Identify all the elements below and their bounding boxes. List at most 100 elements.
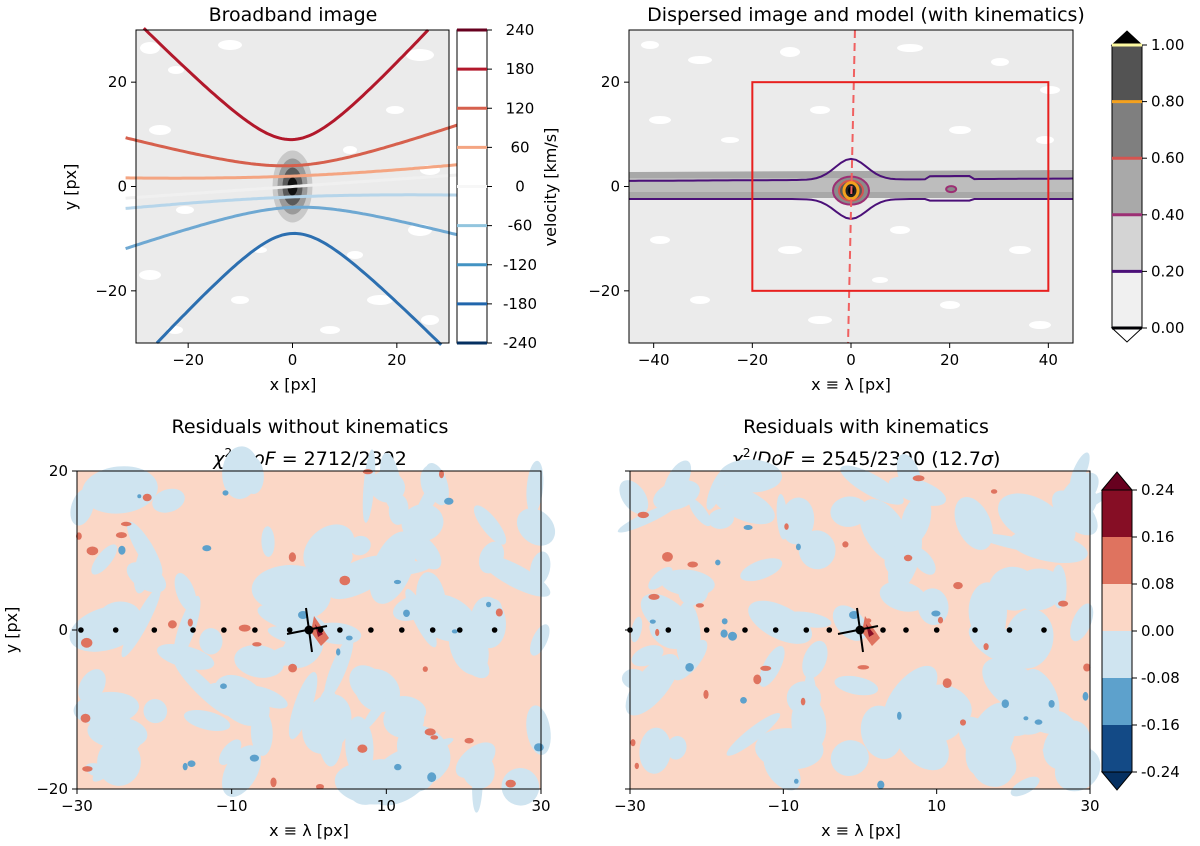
negative-residual-peak: [720, 629, 728, 638]
trace-dot: [826, 627, 833, 633]
ytick-label: 20: [49, 462, 68, 480]
negative-residual-region: [1004, 608, 1054, 669]
panel1-yaxis: −20 0 20: [95, 73, 136, 300]
negative-residual-peak: [743, 525, 753, 530]
velocity-curve: [125, 163, 460, 180]
trace-dot: [703, 627, 710, 633]
positive-residual-peak: [86, 546, 99, 556]
positive-residual-peak: [288, 663, 297, 673]
xtick-label: 10: [927, 797, 946, 815]
velocity-colorbar: 240 180 120 60 0 -60 -120 -180 -240: [456, 21, 537, 352]
negative-residual-peak: [220, 683, 227, 689]
negative-residual-peak: [931, 610, 941, 617]
negative-residual-peak: [897, 711, 902, 720]
negative-residual-region: [786, 681, 822, 715]
negative-residual-peak: [403, 609, 410, 617]
panel4-xlabel: x ≡ λ [px]: [821, 821, 901, 840]
negative-residual-region: [250, 709, 273, 756]
negative-residual-region: [82, 466, 158, 514]
panel4-yaxis: [625, 470, 630, 790]
positive-residual-peak: [270, 777, 277, 788]
positive-residual-peak: [703, 689, 709, 699]
residual-map-kin: [617, 452, 1111, 797]
colorbar-tick-label: 1.00: [1151, 36, 1184, 54]
trace-dot: [742, 627, 748, 633]
colorbar-tick-label: 0.08: [1141, 575, 1174, 593]
trace-dot: [399, 627, 405, 633]
negative-residual-region: [383, 701, 425, 738]
panel2-xaxis: −40 −20 0 20 40: [638, 343, 1058, 369]
trace-dot: [457, 627, 463, 633]
colorbar-tick-label: 0.16: [1141, 528, 1174, 546]
panel4-chi-exp: 2: [743, 446, 751, 460]
positive-residual-peak: [288, 552, 296, 562]
ytick-label: −20: [36, 780, 68, 798]
central-negative-residual: [298, 611, 308, 619]
center-point: [304, 625, 314, 635]
positive-residual-peak: [187, 618, 193, 627]
xtick-label: −10: [216, 797, 248, 815]
residual-colorbar: 0.24 0.16 0.08 0.00 -0.08 -0.16 -0.24: [1100, 471, 1180, 791]
colorbar-segment: [1102, 725, 1132, 772]
panel4-close: ): [993, 448, 1000, 470]
panel3-yaxis: −20 0 20: [36, 462, 77, 798]
colorbar-tick-label: 60: [510, 138, 529, 156]
trace-dot: [491, 627, 498, 633]
positive-residual-peak: [495, 608, 503, 617]
positive-residual-peak: [238, 624, 251, 632]
colorbar-segment: [1112, 158, 1142, 215]
negative-residual-region: [833, 752, 854, 776]
negative-residual-region: [516, 508, 556, 546]
xtick-label: 20: [940, 351, 959, 369]
panel3-title: Residuals without kinematics: [172, 416, 449, 438]
xtick-label: 30: [531, 797, 550, 815]
negative-residual-region: [234, 644, 284, 678]
negative-residual-region: [349, 535, 371, 556]
colorbar-tick-label: 180: [506, 60, 535, 78]
ytick-label: 0: [58, 621, 68, 639]
panel1-xlabel: x [px]: [270, 375, 317, 394]
panel3-ylabel: y [px]: [2, 607, 21, 654]
panel3-xaxis: −30 −10 10 30: [61, 789, 551, 815]
negative-residual-region: [296, 552, 353, 612]
negative-residual-region: [748, 600, 812, 644]
negative-residual-peak: [740, 697, 747, 704]
negative-residual-region: [218, 739, 242, 765]
positive-residual-peak: [760, 665, 772, 671]
negative-residual-peak: [202, 545, 212, 552]
positive-residual-peak: [637, 511, 649, 519]
positive-residual-peak: [842, 541, 849, 548]
positive-residual-peak: [912, 475, 925, 482]
ytick-label: 0: [117, 178, 127, 196]
panel1-xaxis: −20 0 20: [172, 343, 406, 369]
negative-residual-region: [261, 526, 275, 557]
positive-residual-peak: [784, 523, 789, 530]
trace-dot: [112, 627, 119, 633]
panel-broadband: Broadband image −20 0 20 −20 0 20 x [px] y […: [61, 4, 560, 394]
panel4-title: Residuals with kinematics: [743, 416, 989, 438]
colorbar-tick-label: 0.24: [1141, 481, 1174, 499]
negative-residual-region: [501, 768, 540, 806]
trace-dot: [1006, 627, 1013, 633]
negative-residual-peak: [222, 490, 229, 496]
negative-residual-region: [834, 675, 879, 696]
negative-residual-region: [530, 624, 550, 656]
model-region-box: [751, 81, 1050, 292]
trace-dot: [665, 627, 672, 633]
trace-dot: [429, 627, 436, 633]
negative-residual-peak: [1023, 716, 1029, 721]
ytick-label: −20: [588, 282, 620, 300]
negative-residual-region: [288, 672, 318, 740]
negative-residual-peak: [795, 543, 801, 551]
panel2-title: Dispersed image and model (with kinemati…: [647, 4, 1085, 26]
xtick-label: −10: [768, 797, 800, 815]
central-negative-residual: [849, 611, 859, 619]
negative-residual-region: [1027, 711, 1072, 735]
negative-residual-peak: [685, 663, 694, 672]
positive-residual-peak: [857, 665, 870, 670]
colorbar-tick-label: -0.16: [1141, 716, 1180, 734]
negative-residual-peak: [345, 635, 353, 641]
trace-dot: [151, 627, 158, 633]
negative-residual-region: [879, 581, 927, 612]
positive-residual-peak: [937, 616, 944, 624]
